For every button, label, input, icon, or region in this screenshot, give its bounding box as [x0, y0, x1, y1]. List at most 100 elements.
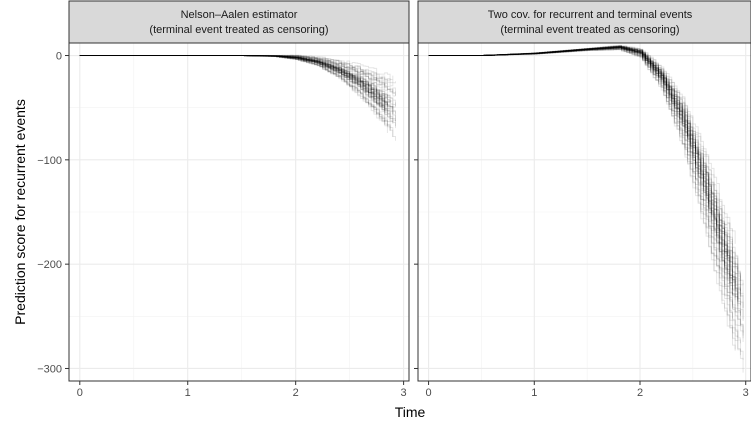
replicate-curve [428, 46, 736, 298]
replicate-curve [428, 47, 736, 301]
replicate-curve [428, 46, 741, 305]
replicate-curve [428, 45, 733, 246]
replicate-curve [428, 47, 736, 307]
replicate-curve [79, 55, 391, 117]
replicate-curve [79, 55, 386, 110]
replicate-curve [428, 48, 741, 356]
strip-title-line1: Two cov. for recurrent and terminal even… [488, 9, 693, 21]
replicate-curve [79, 55, 391, 110]
replicate-curve [79, 55, 386, 125]
replicate-curve [79, 55, 386, 108]
replicate-curve [79, 55, 397, 108]
y-tick-label: 0 [56, 51, 62, 63]
replicate-curve [79, 55, 397, 94]
replicate-curve [79, 55, 397, 114]
replicate-curve [79, 55, 391, 102]
replicate-curve [428, 46, 739, 286]
replicate-curve [428, 47, 739, 302]
replicate-curve [79, 55, 386, 114]
replicate-curve [428, 46, 739, 295]
replicate-curve [79, 55, 391, 112]
replicate-curve [79, 54, 391, 82]
replicate-curve [428, 45, 744, 286]
replicate-curve [79, 55, 391, 132]
replicate-curve [428, 46, 744, 308]
replicate-curve [428, 47, 744, 321]
replicate-curve [428, 46, 741, 306]
replicate-curve [428, 46, 733, 290]
replicate-curve [428, 47, 733, 290]
replicate-curve [79, 55, 397, 141]
axes: 0 1 2 3 [414, 55, 749, 399]
replicate-curve [428, 45, 739, 270]
axes: 0 1 2 3 0 −100 −200 −300 [37, 51, 406, 399]
replicate-curves [79, 54, 397, 141]
replicate-curve [428, 44, 733, 242]
x-tick-label: 1 [185, 387, 191, 399]
replicate-curve [79, 55, 386, 89]
replicate-curve [79, 55, 394, 138]
replicate-curve [428, 47, 733, 297]
replicate-curve [428, 47, 741, 317]
replicate-curve [79, 55, 394, 115]
replicate-curve [79, 55, 397, 119]
replicate-curve [79, 55, 388, 133]
replicate-curve [428, 46, 741, 281]
replicate-curve [79, 55, 388, 108]
strip-background [68, 0, 410, 44]
replicate-curve [79, 55, 394, 123]
replicate-curve [79, 55, 388, 102]
replicate-curve [79, 55, 394, 109]
replicate-curve [428, 48, 733, 310]
replicate-curve [79, 55, 391, 105]
replicate-curve [79, 55, 388, 107]
replicate-curve [79, 55, 397, 129]
replicate-curve [428, 46, 741, 313]
panel-nelson-aalen: Nelson–Aalen estimator (terminal event t… [37, 0, 410, 399]
replicate-curve [79, 55, 388, 94]
replicate-curve [428, 44, 736, 244]
replicate-curve [428, 47, 744, 339]
replicate-curve [428, 45, 736, 260]
replicate-curve [79, 55, 397, 105]
replicate-curve [79, 55, 386, 100]
y-tick-label: −200 [37, 259, 62, 271]
replicate-curve [79, 55, 386, 90]
replicate-curve [428, 47, 741, 324]
x-tick-label: 1 [531, 387, 537, 399]
replicate-curve [428, 46, 736, 283]
panel-two-covariates: Two cov. for recurrent and terminal even… [414, 0, 751, 399]
replicate-curve [79, 54, 394, 84]
replicate-curve [428, 46, 733, 277]
replicate-curve [79, 55, 388, 103]
replicate-curve [428, 48, 744, 373]
replicate-curve [79, 55, 397, 127]
x-tick-label: 3 [401, 387, 407, 399]
replicate-curve [79, 55, 388, 127]
replicate-curve [428, 46, 739, 298]
replicate-curve [428, 46, 744, 320]
replicate-curve [79, 55, 394, 115]
replicate-curve [79, 55, 388, 117]
replicate-curve [428, 46, 736, 277]
replicate-curve [79, 55, 391, 130]
replicate-curve [79, 55, 388, 105]
x-tick-label: 0 [426, 387, 432, 399]
replicate-curve [79, 55, 397, 97]
grid-lines [418, 43, 751, 381]
replicate-curve [428, 45, 744, 294]
replicate-curve [428, 46, 744, 309]
replicate-curve [79, 55, 394, 109]
replicate-curve [79, 55, 397, 121]
replicate-curve [79, 55, 386, 120]
replicate-curve [79, 55, 386, 106]
replicate-curve [428, 45, 741, 292]
replicate-curve [428, 47, 733, 295]
replicate-curve [79, 55, 386, 112]
replicate-curve [428, 49, 736, 351]
replicate-curve [428, 45, 741, 279]
replicate-curve [428, 45, 733, 261]
replicate-curve [79, 55, 397, 107]
replicate-curve [428, 49, 736, 350]
